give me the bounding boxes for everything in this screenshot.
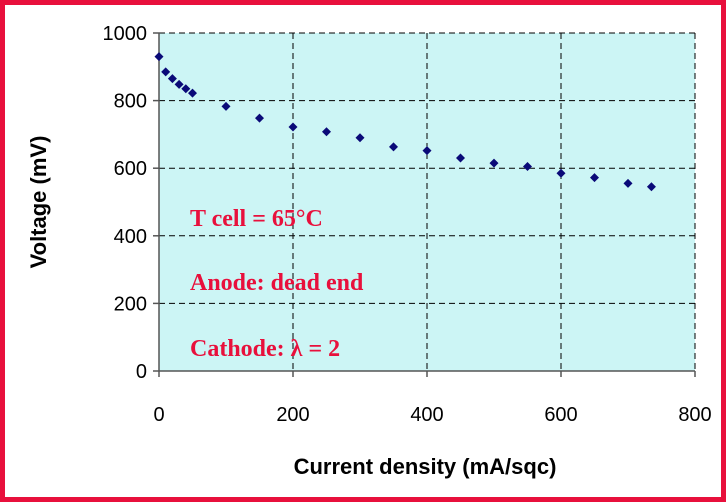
y-axis-title: Voltage (mV) [26, 136, 51, 269]
data-point [422, 146, 432, 156]
y-tick-label: 400 [114, 226, 147, 248]
data-point [167, 74, 177, 84]
y-tick-label: 1000 [103, 23, 148, 45]
y-tick-label: 0 [136, 361, 147, 383]
data-point [489, 158, 499, 168]
data-point [161, 67, 171, 77]
y-tick-labels: 0 200 400 600 800 1000 [103, 23, 148, 383]
annotation-anode: Anode: dead end [190, 270, 364, 296]
data-point [221, 101, 231, 111]
x-tick-label: 600 [544, 404, 577, 426]
data-point [288, 122, 298, 132]
data-point [181, 84, 191, 94]
data-point [389, 142, 398, 152]
x-tick-label: 400 [410, 404, 443, 426]
axes [153, 32, 696, 377]
y-tick-label: 800 [114, 91, 147, 113]
data-point [556, 168, 566, 178]
data-point [154, 52, 164, 62]
x-tick-label: 200 [276, 404, 309, 426]
x-tick-label: 800 [678, 404, 711, 426]
annotation-cathode: Cathode: λ = 2 [190, 336, 340, 362]
data-point [523, 162, 532, 172]
data-point [623, 178, 633, 188]
data-point [322, 127, 331, 137]
x-tick-label: 0 [153, 404, 164, 426]
data-point [646, 182, 656, 192]
x-tick-labels: 0 200 400 600 800 [153, 404, 711, 426]
data-point [456, 153, 465, 163]
data-point [188, 88, 197, 98]
data-point [355, 133, 365, 143]
data-point [255, 113, 264, 123]
data-point [174, 79, 184, 89]
y-tick-label: 200 [114, 293, 147, 315]
data-point [590, 173, 599, 183]
annotation-cell-temperature: T cell = 65°C [190, 206, 323, 232]
y-tick-label: 600 [114, 158, 147, 180]
x-axis-title: Current density (mA/sqc) [294, 454, 557, 479]
gridlines [159, 32, 696, 371]
data-points [154, 52, 656, 192]
